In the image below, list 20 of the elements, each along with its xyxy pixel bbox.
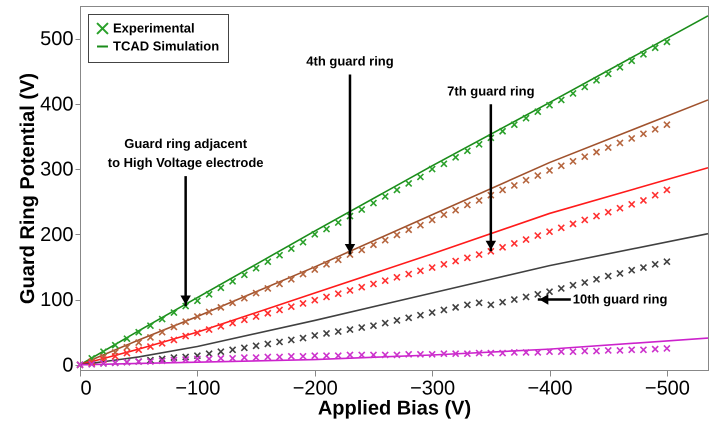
y-tick-label: 200 <box>40 224 74 246</box>
x-tick-label: −100 <box>175 378 220 400</box>
legend-label: TCAD Simulation <box>113 38 220 54</box>
y-tick-label: 100 <box>40 289 74 312</box>
y-axis-title: Guard Ring Potential (V) <box>17 72 40 304</box>
x-tick-label: −300 <box>410 378 456 400</box>
y-tick-label: 0 <box>62 354 74 376</box>
x-tick-label: −400 <box>528 378 573 400</box>
x-tick-label: 0 <box>80 378 92 400</box>
y-tick-label: 500 <box>40 28 74 50</box>
x-tick-label: −200 <box>292 378 338 400</box>
annotation: 10th guard ring <box>572 292 668 307</box>
legend-label: Experimental <box>113 20 195 36</box>
y-tick-label: 400 <box>40 93 74 116</box>
annotation: Guard ring adjacent to High Voltage electrode <box>108 136 264 170</box>
y-tick-label: 300 <box>40 158 74 181</box>
annotation: 4th guard ring <box>306 54 394 69</box>
x-tick-label: −500 <box>644 378 690 400</box>
annotation: 7th guard ring <box>447 83 535 98</box>
x-axis-title: Applied Bias (V) <box>318 398 472 420</box>
